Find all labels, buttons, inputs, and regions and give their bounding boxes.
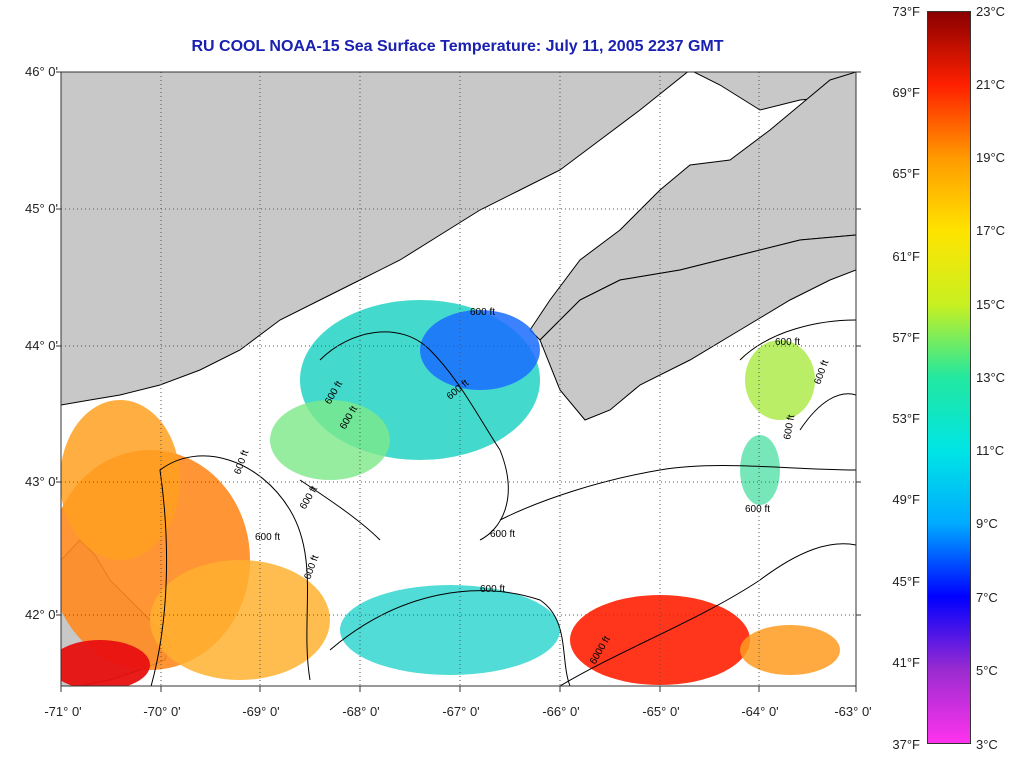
sst-warm-coast	[61, 400, 180, 560]
colorbar-c-label: 15°C	[976, 297, 1006, 312]
colorbar-c-label: 11°C	[976, 443, 1005, 458]
lon-label: -69° 0'	[242, 704, 280, 719]
contour-label: 600 ft	[745, 504, 770, 515]
contour-label: 600 ft	[775, 337, 800, 348]
map-frame	[60, 71, 857, 687]
sst-mild-scotian	[745, 340, 815, 420]
contour-label: 600 ft	[782, 414, 797, 441]
map-title: RU COOL NOAA-15 Sea Surface Temperature:…	[191, 38, 724, 55]
lon-label: -66° 0'	[542, 704, 580, 719]
colorbar-f-label: 53°F	[892, 411, 920, 426]
sst-cool-patch-2	[270, 400, 390, 480]
axis-ticks	[56, 71, 861, 692]
colorbar-c-label: 23°C	[976, 4, 1006, 19]
contour-label: 600 ft	[470, 307, 495, 318]
colorbar-f-label: 65°F	[892, 166, 920, 181]
lat-label: 43° 0'	[25, 474, 58, 489]
lon-label: -70° 0'	[143, 704, 181, 719]
colorbar-f-label: 61°F	[892, 249, 920, 264]
lon-label: -63° 0'	[834, 704, 872, 719]
lat-label: 42° 0'	[25, 607, 58, 622]
temperature-colorbar	[927, 11, 971, 744]
colorbar-c-label: 7°C	[976, 590, 998, 605]
colorbar-f-label: 49°F	[892, 492, 920, 507]
sst-warm-georges	[150, 560, 330, 680]
sst-cool-bay-fundy	[420, 310, 540, 390]
colorbar-c-label: 19°C	[976, 150, 1006, 165]
land-maine-newbrunswick	[61, 72, 856, 406]
land-novascotia-south	[539, 234, 856, 421]
colorbar-f-label: 45°F	[892, 574, 920, 589]
colorbar-f-label: 69°F	[892, 85, 920, 100]
lat-label: 45° 0'	[25, 201, 58, 216]
contour-label: 600 ft	[480, 584, 505, 595]
colorbar-c-label: 17°C	[976, 223, 1006, 238]
lat-label: 44° 0'	[25, 338, 58, 353]
sst-hot-cape-south	[61, 640, 150, 686]
lat-label: 46° 0'	[25, 64, 58, 79]
colorbar-c-label: 3°C	[976, 737, 998, 752]
colorbar-c-label: 21°C	[976, 77, 1006, 92]
colorbar-c-label: 9°C	[976, 516, 998, 531]
contour-label: 600 ft	[490, 529, 515, 540]
colorbar-f-label: 57°F	[892, 330, 920, 345]
lon-label: -67° 0'	[442, 704, 480, 719]
lon-label: -65° 0'	[642, 704, 680, 719]
colorbar-c-label: 13°C	[976, 370, 1006, 385]
contour-label: 600 ft	[255, 532, 280, 543]
colorbar-f-label: 37°F	[892, 737, 920, 752]
colorbar-c-label: 5°C	[976, 663, 998, 678]
lon-label: -64° 0'	[741, 704, 779, 719]
graticule	[61, 72, 856, 686]
depth-contours	[150, 319, 856, 686]
lon-label: -68° 0'	[342, 704, 380, 719]
sst-mild-east-edge	[740, 435, 780, 505]
colorbar-f-label: 73°F	[892, 4, 920, 19]
lon-label: -71° 0'	[44, 704, 82, 719]
sst-cool-patch-3	[340, 585, 560, 675]
sst-warm-east	[740, 625, 840, 675]
colorbar-f-label: 41°F	[892, 655, 920, 670]
